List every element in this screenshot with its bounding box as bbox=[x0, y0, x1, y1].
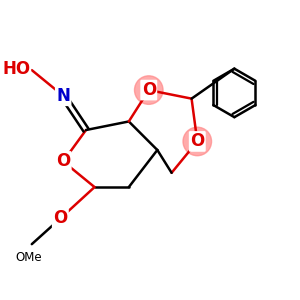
Text: O: O bbox=[53, 209, 68, 227]
Text: O: O bbox=[142, 81, 156, 99]
Text: HO: HO bbox=[2, 60, 30, 78]
Text: O: O bbox=[56, 152, 70, 170]
Circle shape bbox=[134, 76, 163, 104]
Text: OMe: OMe bbox=[16, 251, 42, 264]
Text: O: O bbox=[190, 132, 204, 150]
Circle shape bbox=[183, 127, 212, 156]
Text: N: N bbox=[56, 87, 70, 105]
